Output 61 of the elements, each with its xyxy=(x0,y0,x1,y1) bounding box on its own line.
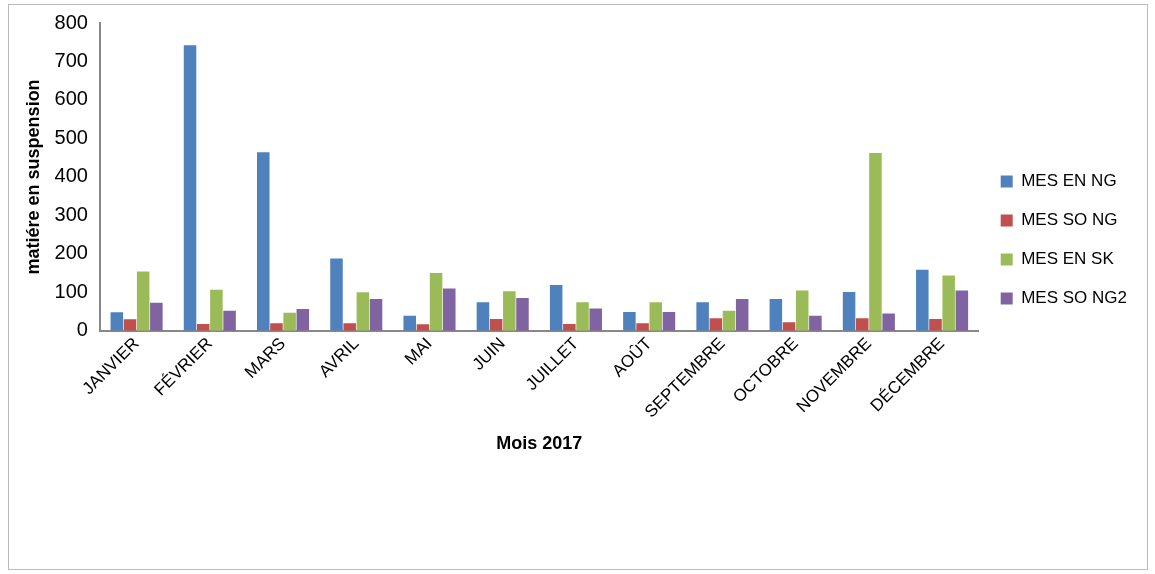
y-tick-label: 100 xyxy=(54,279,88,302)
bar xyxy=(549,285,563,331)
bar xyxy=(842,291,856,331)
bar xyxy=(476,302,490,331)
y-tick-label: 600 xyxy=(54,87,88,110)
bar xyxy=(296,308,310,331)
bar xyxy=(223,310,236,331)
y-tick-label: 0 xyxy=(76,318,88,341)
y-tick-label: 200 xyxy=(54,241,88,264)
y-tick-label: 400 xyxy=(54,164,88,187)
bar xyxy=(882,313,895,331)
bar xyxy=(662,311,676,331)
bar xyxy=(330,258,343,331)
bar xyxy=(136,271,150,331)
bar xyxy=(369,298,383,331)
legend-label: MES EN NG xyxy=(1021,171,1117,191)
y-tick-label: 700 xyxy=(54,48,88,71)
bar xyxy=(722,310,736,331)
legend-label: MES SO NG xyxy=(1021,210,1118,230)
bar xyxy=(809,315,822,331)
legend-label: MES EN SK xyxy=(1021,249,1115,269)
bar xyxy=(955,290,969,331)
bar xyxy=(429,273,443,331)
bar xyxy=(183,45,197,331)
bar xyxy=(516,298,529,331)
bar xyxy=(942,275,955,331)
bar xyxy=(576,302,589,331)
y-tick-label: 300 xyxy=(54,202,88,225)
bar xyxy=(150,302,163,331)
bar xyxy=(636,323,649,331)
bar xyxy=(782,322,796,331)
bar xyxy=(123,319,137,331)
bar xyxy=(869,153,882,331)
bar xyxy=(270,323,283,331)
bar xyxy=(856,318,869,331)
bar xyxy=(649,302,663,331)
bar xyxy=(795,290,809,331)
y-tick-label: 500 xyxy=(54,125,88,148)
x-axis-title: Mois 2017 xyxy=(496,433,583,454)
bar xyxy=(916,269,929,331)
bar xyxy=(283,312,296,331)
bar xyxy=(403,315,416,331)
bar xyxy=(623,311,636,331)
bar xyxy=(696,302,709,331)
x-tick-label: MAI xyxy=(400,333,436,369)
bar xyxy=(735,298,749,331)
bar xyxy=(443,288,456,331)
bar xyxy=(589,308,602,331)
bar xyxy=(563,323,576,331)
bar xyxy=(503,291,516,331)
bar xyxy=(356,292,370,331)
y-axis-title: matiére en suspension xyxy=(22,79,43,275)
bar xyxy=(210,289,223,331)
bar xyxy=(929,318,942,331)
bar xyxy=(769,298,783,331)
legend-label: MES SO NG2 xyxy=(1021,288,1128,308)
bar xyxy=(709,318,723,331)
bar xyxy=(257,152,270,331)
bar xyxy=(343,323,356,331)
bar xyxy=(110,312,124,331)
y-tick-label: 800 xyxy=(54,10,88,33)
